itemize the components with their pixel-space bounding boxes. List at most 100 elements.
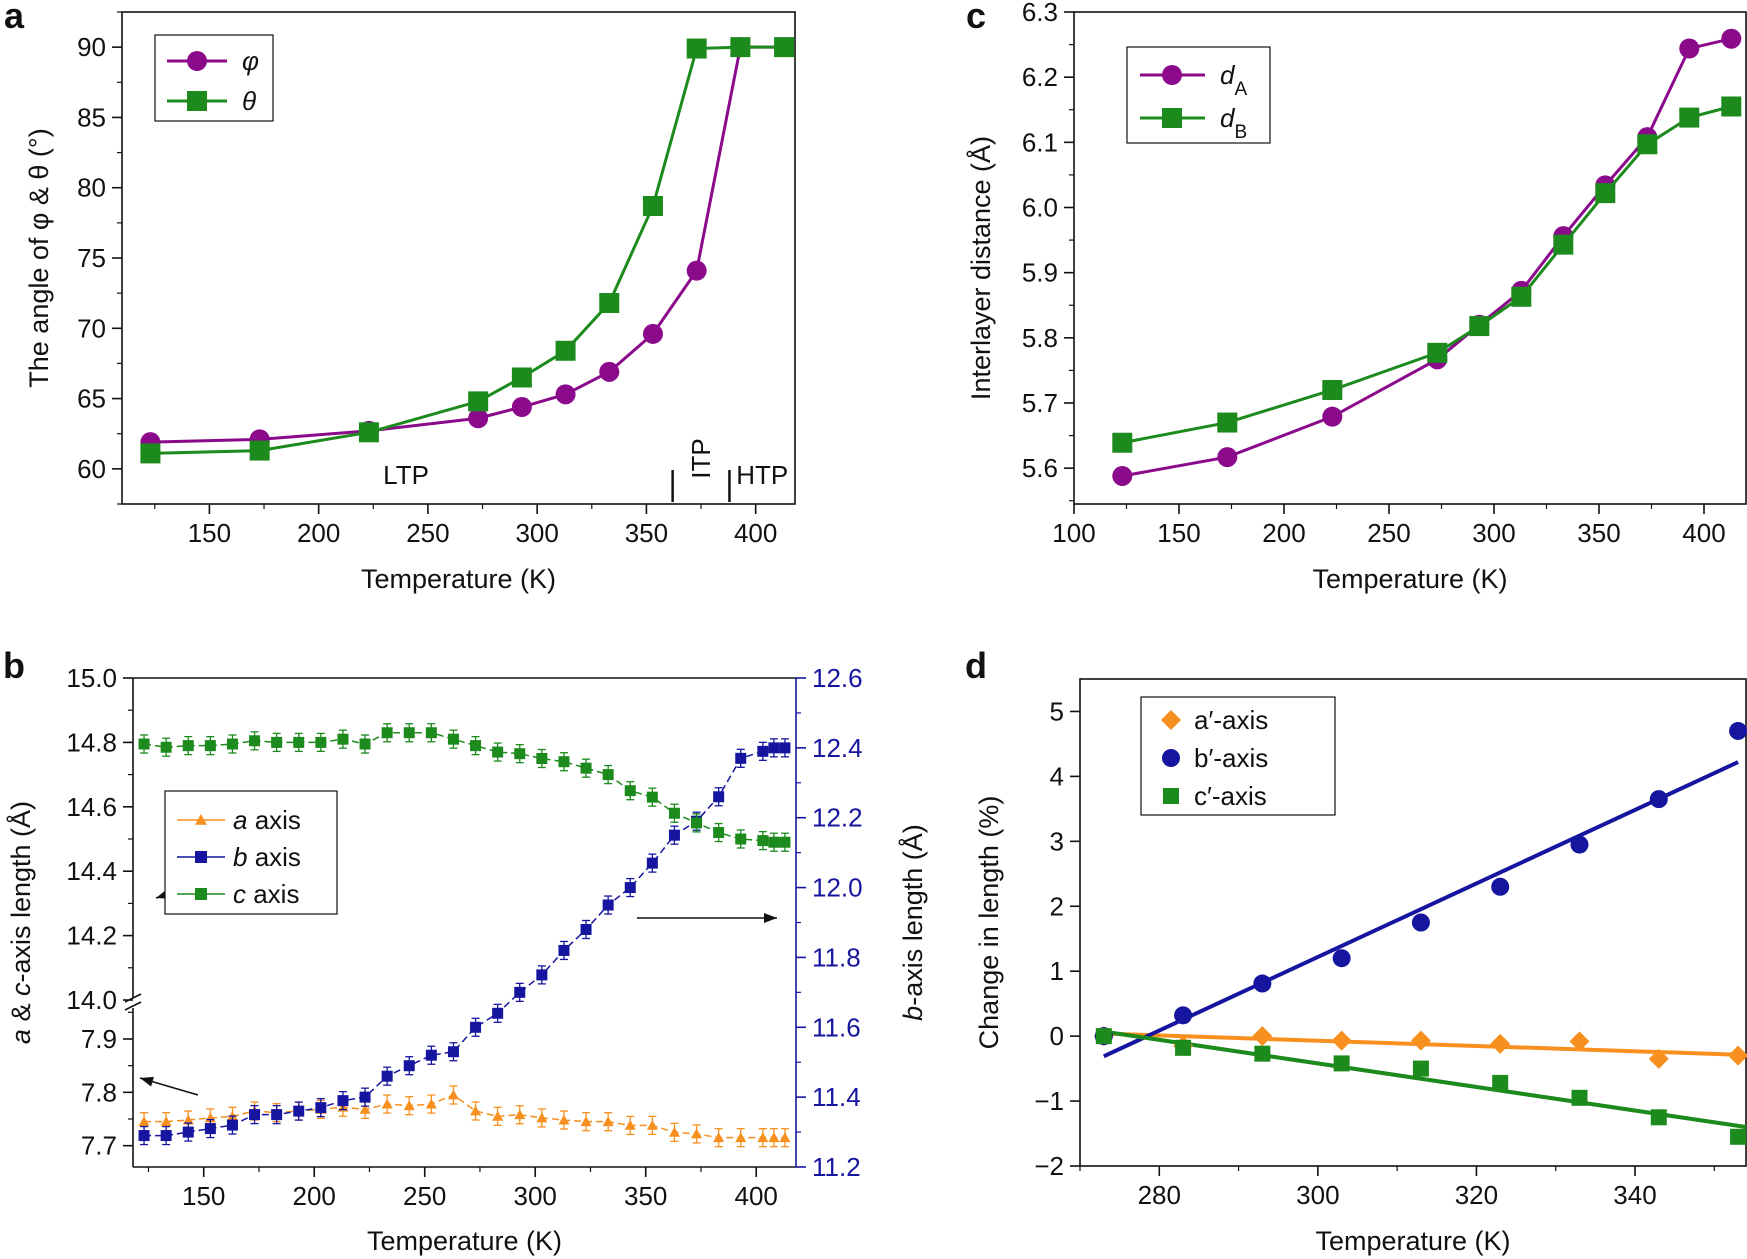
panel-a: a 150 200 250 300 350 400 60 65 70 75 80 85 90 Tempera…: [4, 0, 796, 594]
data-point-b axis: [447, 1046, 459, 1058]
y-axis-label: Change in length (%): [974, 796, 1004, 1050]
data-point-c axis: [536, 753, 548, 764]
data-point-b axis: [249, 1109, 261, 1121]
data-point-θ: [511, 367, 532, 388]
data-point-c axis: [757, 835, 769, 847]
legend: φθ: [154, 34, 274, 122]
y-tick-label: 14.4: [66, 856, 117, 886]
data-point-a′-axis: [1648, 1048, 1669, 1069]
legend-marker: [195, 851, 207, 863]
panel-d: d 280 300 320 340 −2 −1 0 1 2 3 4 5 Temperature (K) Ch…: [965, 645, 1747, 1256]
data-point-b axis: [381, 1070, 393, 1082]
y-tick-label: 14.8: [66, 727, 117, 757]
data-point-b′-axis: [1411, 913, 1430, 932]
data-point-φ: [686, 260, 707, 281]
data-point-a axis: [757, 1132, 769, 1143]
data-point-c axis: [403, 727, 415, 739]
data-point-c axis: [646, 791, 658, 803]
data-point-a axis: [646, 1119, 658, 1130]
data-point-c′-axis: [1412, 1060, 1429, 1077]
y-tick-label: 5.7: [1022, 388, 1058, 418]
legend-marker: [1162, 749, 1180, 767]
data-point-a axis: [403, 1100, 415, 1111]
fit-line-b′-axis: [1102, 760, 1739, 1059]
x-tick-label: 200: [1262, 518, 1305, 548]
data-point-c axis: [602, 769, 614, 781]
data-point-dA: [1322, 406, 1343, 427]
data-point-b axis: [514, 986, 526, 998]
label-part: &: [6, 996, 36, 1029]
data-point-c axis: [558, 756, 570, 768]
x-tick-label: 150: [1157, 518, 1200, 548]
legend-label: φ: [242, 46, 259, 76]
data-point-θ: [642, 195, 663, 216]
data-point-c axis: [713, 827, 725, 839]
legend-marker: [1163, 788, 1179, 804]
data-point-a′-axis: [1490, 1033, 1511, 1054]
data-point-b axis: [735, 752, 747, 764]
legend-label: c axis: [233, 879, 299, 909]
data-point-c′-axis: [1650, 1109, 1667, 1126]
data-point-a axis: [580, 1116, 592, 1127]
data-point-b axis: [624, 882, 636, 894]
label-part: axis: [247, 805, 300, 835]
data-point-b axis: [315, 1102, 327, 1114]
y-tick-label: −2: [1034, 1151, 1064, 1181]
data-point-θ: [140, 443, 161, 464]
y-tick-label: 3: [1050, 826, 1064, 856]
data-point-c axis: [470, 740, 482, 752]
data-point-dB: [1553, 234, 1574, 255]
panel-letter: b: [3, 645, 25, 686]
y-tick-label: 5.8: [1022, 323, 1058, 353]
y-tick-label: 11.6: [812, 1012, 861, 1042]
data-point-b axis: [403, 1060, 415, 1072]
data-point-c axis: [381, 727, 393, 739]
data-point-a′-axis: [1331, 1030, 1352, 1051]
y-tick-label: 0: [1050, 1021, 1064, 1051]
data-point-b axis: [558, 944, 570, 956]
y-tick-label: 4: [1050, 761, 1064, 791]
data-point-a axis: [768, 1132, 780, 1143]
y-tick-label: 80: [77, 173, 106, 203]
data-point-b axis: [204, 1123, 216, 1135]
data-point-θ: [468, 391, 489, 412]
x-tick-label: 350: [1577, 518, 1620, 548]
label-part: a: [233, 805, 247, 835]
legend-label: θ: [242, 86, 256, 116]
x-tick-label: 350: [624, 1181, 667, 1211]
data-point-b axis: [580, 923, 592, 935]
data-point-c axis: [138, 738, 150, 750]
y-tick-label: 5.9: [1022, 258, 1058, 288]
x-axis-label: Temperature (K): [1312, 564, 1507, 594]
y-tick-label: 75: [77, 243, 106, 273]
x-axis-label: Temperature (K): [1315, 1226, 1510, 1256]
data-point-c axis: [492, 746, 504, 758]
data-point-c′-axis: [1730, 1128, 1747, 1145]
data-point-a axis: [691, 1128, 703, 1139]
phase-label: HTP: [736, 460, 788, 490]
data-point-b′-axis: [1570, 835, 1589, 854]
x-axis-label: Temperature (K): [361, 564, 556, 594]
data-point-b axis: [536, 969, 548, 981]
data-point-c axis: [735, 833, 747, 845]
panel-c: c 100 150 200 250 300 350 400 5.6 5.7 5.8 5.9 6.0 6.1…: [965, 0, 1747, 594]
y-tick-label: 70: [77, 313, 106, 343]
legend-label: dA: [1220, 60, 1247, 100]
y-tick-label: 60: [77, 454, 106, 484]
arrow-head: [140, 1076, 154, 1087]
data-point-c axis: [359, 738, 371, 750]
y-tick-label: 11.4: [812, 1082, 861, 1112]
data-point-a axis: [381, 1098, 393, 1109]
phase-label: LTP: [383, 460, 429, 490]
data-point-a axis: [602, 1116, 614, 1127]
x-tick-label: 400: [1682, 518, 1725, 548]
y-tick-label: 11.2: [812, 1152, 861, 1182]
legend-marker: [195, 814, 207, 825]
legend-marker: [1161, 710, 1181, 730]
label-part: A: [1234, 79, 1247, 100]
data-point-φ: [642, 323, 663, 344]
data-point-a axis: [182, 1114, 194, 1125]
y-tick-label: 6.2: [1022, 62, 1058, 92]
y-tick-label: 14.2: [66, 921, 117, 951]
